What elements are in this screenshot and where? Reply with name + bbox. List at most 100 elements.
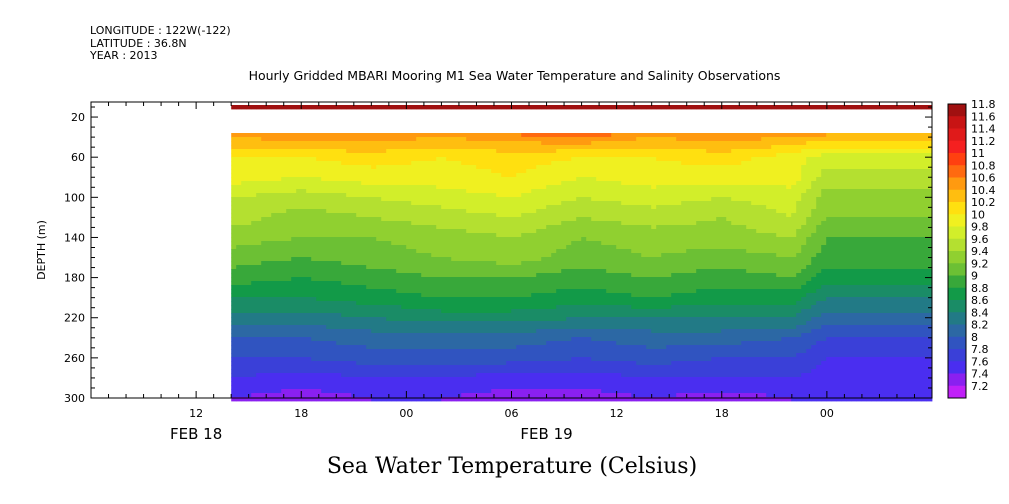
temperature-cell bbox=[281, 205, 287, 210]
temperature-cell bbox=[511, 141, 517, 146]
temperature-cell bbox=[636, 217, 642, 222]
temperature-cell bbox=[256, 237, 262, 242]
temperature-cell bbox=[721, 181, 727, 186]
temperature-cell bbox=[666, 173, 672, 178]
temperature-cell bbox=[236, 209, 242, 214]
temperature-cell bbox=[411, 181, 417, 186]
temperature-cell bbox=[776, 133, 782, 138]
temperature-cell bbox=[496, 169, 502, 174]
temperature-cell bbox=[596, 137, 602, 142]
temperature-cell bbox=[231, 249, 237, 254]
temperature-cell bbox=[841, 241, 847, 246]
temperature-cell bbox=[836, 137, 842, 142]
temperature-cell bbox=[306, 261, 312, 266]
temperature-cell bbox=[591, 233, 597, 238]
temperature-cell bbox=[886, 233, 892, 238]
temperature-cell bbox=[451, 197, 457, 202]
temperature-cell bbox=[816, 153, 822, 158]
temperature-cell bbox=[246, 245, 252, 250]
temperature-cell bbox=[491, 229, 497, 234]
temperature-cell bbox=[291, 205, 297, 210]
temperature-cell bbox=[911, 197, 917, 202]
temperature-cell bbox=[436, 269, 442, 274]
temperature-cell bbox=[306, 237, 312, 242]
temperature-cell bbox=[246, 261, 252, 266]
temperature-cell bbox=[541, 193, 547, 198]
temperature-cell bbox=[716, 189, 722, 194]
temperature-cell bbox=[571, 213, 577, 218]
temperature-cell bbox=[656, 257, 662, 262]
temperature-cell bbox=[816, 185, 822, 190]
temperature-cell bbox=[416, 197, 422, 202]
temperature-cell bbox=[526, 217, 532, 222]
temperature-cell bbox=[726, 133, 732, 138]
temperature-cell bbox=[366, 173, 372, 178]
temperature-cell bbox=[681, 153, 687, 158]
temperature-cell bbox=[751, 265, 757, 270]
temperature-cell bbox=[861, 229, 867, 234]
temperature-cell bbox=[401, 137, 407, 142]
temperature-cell bbox=[426, 261, 432, 266]
temperature-cell bbox=[286, 209, 292, 214]
temperature-cell bbox=[291, 269, 297, 274]
temperature-cell bbox=[691, 225, 697, 230]
temperature-cell bbox=[746, 237, 752, 242]
temperature-cell bbox=[291, 221, 297, 226]
temperature-cell bbox=[651, 237, 657, 242]
temperature-cell bbox=[446, 213, 452, 218]
temperature-cell bbox=[426, 177, 432, 182]
temperature-cell bbox=[546, 149, 552, 154]
temperature-cell bbox=[321, 233, 327, 238]
temperature-cell bbox=[926, 249, 932, 254]
temperature-cell bbox=[306, 245, 312, 250]
temperature-cell bbox=[596, 177, 602, 182]
temperature-cell bbox=[621, 137, 627, 142]
temperature-cell bbox=[296, 237, 302, 242]
temperature-cell bbox=[326, 217, 332, 222]
temperature-cell bbox=[826, 193, 832, 198]
temperature-cell bbox=[261, 141, 267, 146]
temperature-cell bbox=[576, 153, 582, 158]
temperature-cell bbox=[671, 237, 677, 242]
temperature-cell bbox=[461, 245, 467, 250]
temperature-cell bbox=[516, 145, 522, 150]
temperature-cell bbox=[741, 137, 747, 142]
temperature-cell bbox=[361, 149, 367, 154]
temperature-cell bbox=[391, 161, 397, 166]
temperature-cell bbox=[411, 189, 417, 194]
temperature-cell bbox=[516, 193, 522, 198]
temperature-cell bbox=[331, 265, 337, 270]
temperature-cell bbox=[816, 209, 822, 214]
temperature-cell bbox=[426, 149, 432, 154]
temperature-cell bbox=[446, 217, 452, 222]
temperature-cell bbox=[491, 153, 497, 158]
temperature-cell bbox=[641, 217, 647, 222]
temperature-cell bbox=[746, 193, 752, 198]
temperature-cell bbox=[291, 241, 297, 246]
temperature-cell bbox=[921, 169, 927, 174]
temperature-cell bbox=[716, 257, 722, 262]
temperature-cell bbox=[496, 257, 502, 262]
temperature-cell bbox=[481, 161, 487, 166]
temperature-cell bbox=[326, 197, 332, 202]
temperature-cell bbox=[261, 201, 267, 206]
temperature-cell bbox=[331, 137, 337, 142]
temperature-cell bbox=[916, 137, 922, 142]
temperature-cell bbox=[411, 201, 417, 206]
temperature-cell bbox=[726, 169, 732, 174]
temperature-cell bbox=[651, 173, 657, 178]
temperature-cell bbox=[456, 233, 462, 238]
temperature-cell bbox=[526, 257, 532, 262]
temperature-cell bbox=[446, 249, 452, 254]
temperature-cell bbox=[441, 261, 447, 266]
temperature-cell bbox=[251, 141, 257, 146]
temperature-cell bbox=[686, 249, 692, 254]
temperature-cell bbox=[626, 225, 632, 230]
temperature-cell bbox=[531, 261, 537, 266]
temperature-cell bbox=[406, 141, 412, 146]
temperature-cell bbox=[276, 165, 282, 170]
temperature-cell bbox=[341, 157, 347, 162]
temperature-cell bbox=[416, 253, 422, 258]
temperature-cell bbox=[661, 233, 667, 238]
temperature-cell bbox=[316, 193, 322, 198]
